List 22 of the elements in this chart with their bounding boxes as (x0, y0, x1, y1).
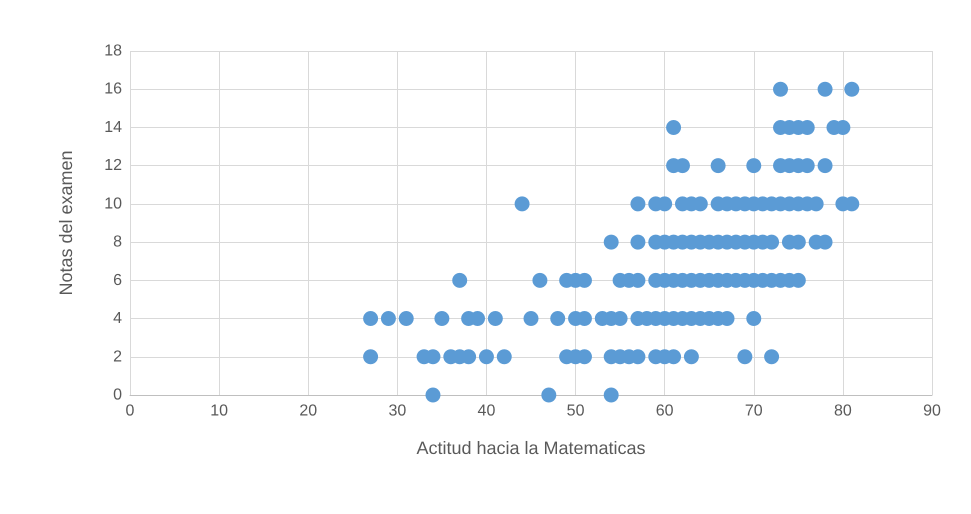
y-tick-label: 14 (104, 118, 122, 136)
y-tick-label: 18 (104, 42, 122, 60)
x-tick-label: 0 (126, 402, 135, 420)
x-tick-label: 30 (388, 402, 406, 420)
y-tick-label: 16 (104, 80, 122, 98)
y-tick-label: 12 (104, 157, 122, 174)
x-tick-label: 40 (478, 402, 496, 420)
x-tick-label: 50 (566, 402, 585, 420)
x-tick-label: 80 (834, 402, 852, 420)
x-tick-label: 10 (210, 402, 228, 420)
y-tick-label: 4 (113, 310, 122, 328)
x-axis-title: Actitud hacia la Matematicas (416, 438, 646, 458)
y-tick-label: 2 (113, 348, 122, 366)
y-tick-label: 10 (104, 195, 122, 212)
x-tick-label: 20 (299, 402, 318, 420)
y-axis-title: Notas del examen (56, 150, 76, 296)
y-tick-label: 8 (113, 234, 122, 251)
x-tick-label: 70 (744, 402, 763, 420)
y-tick-label: 6 (113, 272, 122, 289)
y-tick-label: 0 (113, 386, 122, 404)
x-tick-label: 60 (656, 402, 674, 420)
x-tick-label: 90 (923, 402, 941, 420)
